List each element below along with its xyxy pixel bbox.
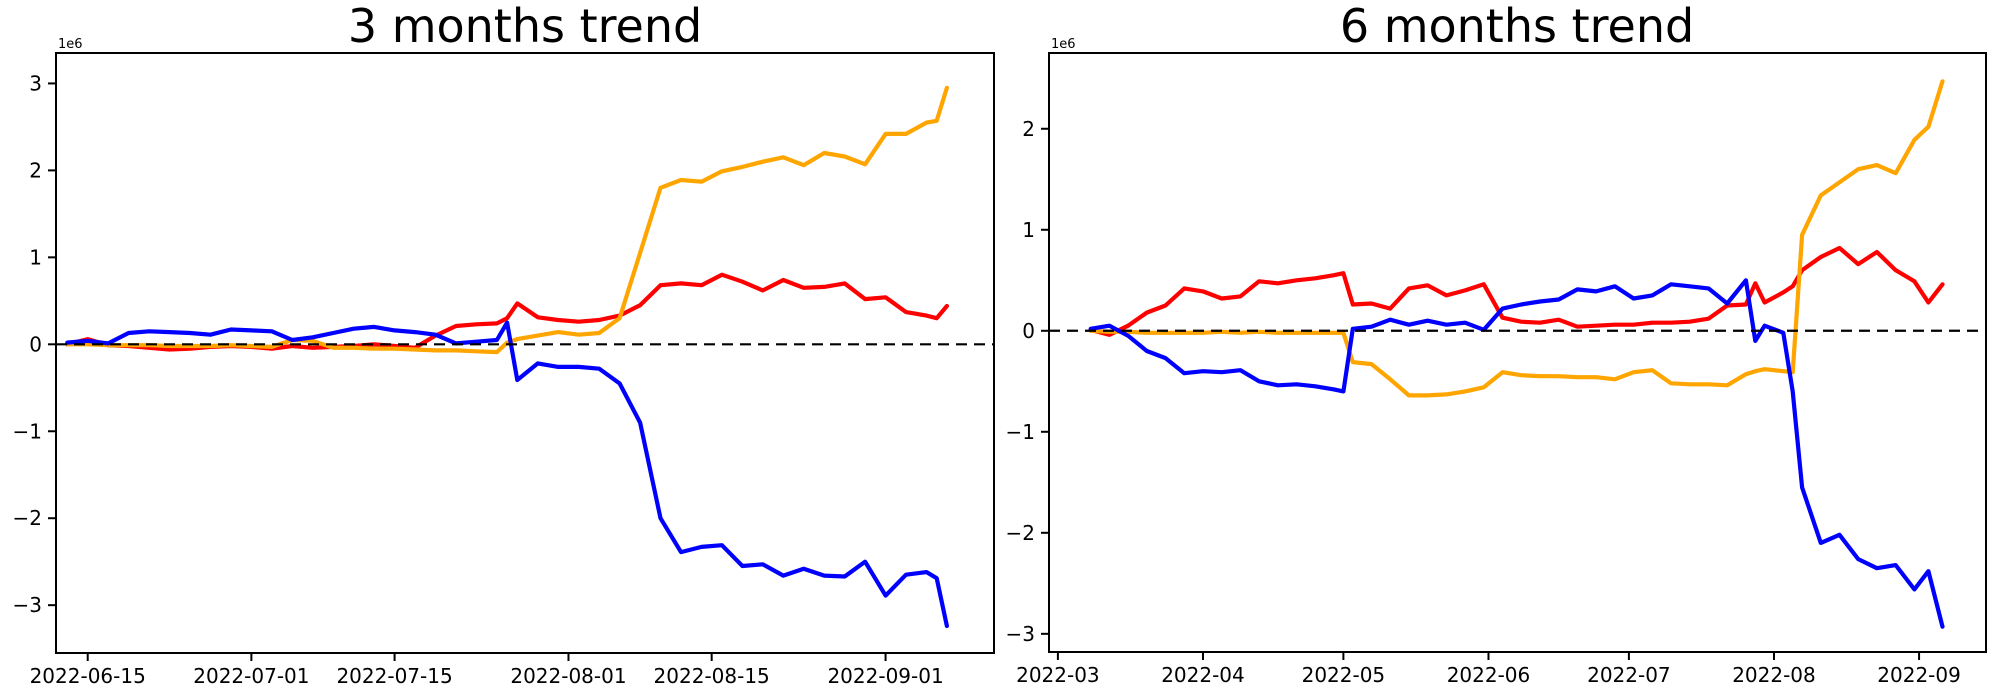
plot-area: 2 1 0 −1 −2 −3 2022-03 2022-04 2022-05 2022-06 202… bbox=[1006, 52, 1987, 687]
x-tick-label: 2022-09-01 bbox=[827, 664, 943, 688]
y-tick-label: −3 bbox=[1006, 622, 1035, 646]
x-tick-label: 2022-08-15 bbox=[654, 664, 770, 688]
chart-6-months-trend: 6 months trend 1e6 2 1 0 −1 −2 −3 2022-03 2022-… bbox=[1006, 0, 1987, 687]
x-tick-label: 2022-06-15 bbox=[30, 664, 146, 688]
y-tick-label: −2 bbox=[1006, 521, 1035, 545]
orange-line bbox=[1088, 79, 1945, 398]
y-tick-label: −3 bbox=[13, 593, 42, 617]
x-tick-label: 2022-04 bbox=[1161, 663, 1245, 687]
x-tick-label: 2022-07-15 bbox=[336, 664, 452, 688]
red-line bbox=[1088, 245, 1945, 337]
axes-frame bbox=[1048, 52, 1987, 653]
chart-title: 6 months trend bbox=[1340, 0, 1694, 53]
x-tick-label: 2022-08 bbox=[1732, 663, 1816, 687]
chart-3-months-trend: 3 months trend 1e6 3 2 1 0 −1 −2 −3 2022-06-15 2… bbox=[13, 0, 995, 688]
y-axis-offset-label: 1e6 bbox=[58, 37, 83, 52]
x-tick-label: 2022-07-01 bbox=[193, 664, 309, 688]
y-tick-label: 1 bbox=[29, 245, 42, 269]
y-tick-label: 1 bbox=[1022, 218, 1035, 242]
y-axis-offset-label: 1e6 bbox=[1051, 37, 1076, 52]
x-tick-label: 2022-07 bbox=[1587, 663, 1671, 687]
plot-area: 3 2 1 0 −1 −2 −3 2022-06-15 2022-07-01 2022-07-15… bbox=[13, 52, 995, 688]
blue-line bbox=[65, 320, 950, 629]
y-tick-label: −1 bbox=[1006, 420, 1035, 444]
y-tick-label: −1 bbox=[13, 419, 42, 443]
y-tick-label: 0 bbox=[29, 332, 42, 356]
x-tick-label: 2022-05 bbox=[1302, 663, 1386, 687]
orange-line bbox=[65, 85, 950, 355]
y-tick-label: 0 bbox=[1022, 319, 1035, 343]
x-tick-label: 2022-06 bbox=[1447, 663, 1531, 687]
chart-title: 3 months trend bbox=[348, 0, 702, 53]
axes-frame bbox=[55, 52, 995, 654]
y-tick-label: 2 bbox=[29, 158, 42, 182]
red-line bbox=[65, 272, 950, 352]
y-tick-label: −2 bbox=[13, 506, 42, 530]
x-tick-label: 2022-03 bbox=[1016, 663, 1100, 687]
x-tick-label: 2022-08-01 bbox=[510, 664, 626, 688]
blue-line bbox=[1088, 278, 1945, 629]
y-tick-label: 3 bbox=[29, 71, 42, 95]
x-tick-label: 2022-09 bbox=[1877, 663, 1961, 687]
y-tick-label: 2 bbox=[1022, 117, 1035, 141]
